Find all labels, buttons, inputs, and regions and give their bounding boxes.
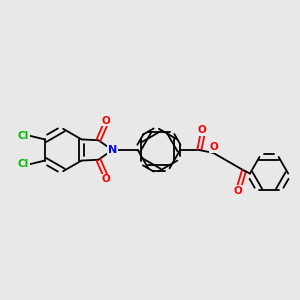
- Text: O: O: [101, 116, 110, 126]
- Text: Cl: Cl: [18, 159, 29, 169]
- Text: N: N: [108, 145, 117, 155]
- Text: Cl: Cl: [18, 131, 29, 141]
- Text: O: O: [210, 142, 219, 152]
- Text: O: O: [101, 174, 110, 184]
- Text: O: O: [234, 186, 242, 196]
- Text: O: O: [198, 125, 207, 135]
